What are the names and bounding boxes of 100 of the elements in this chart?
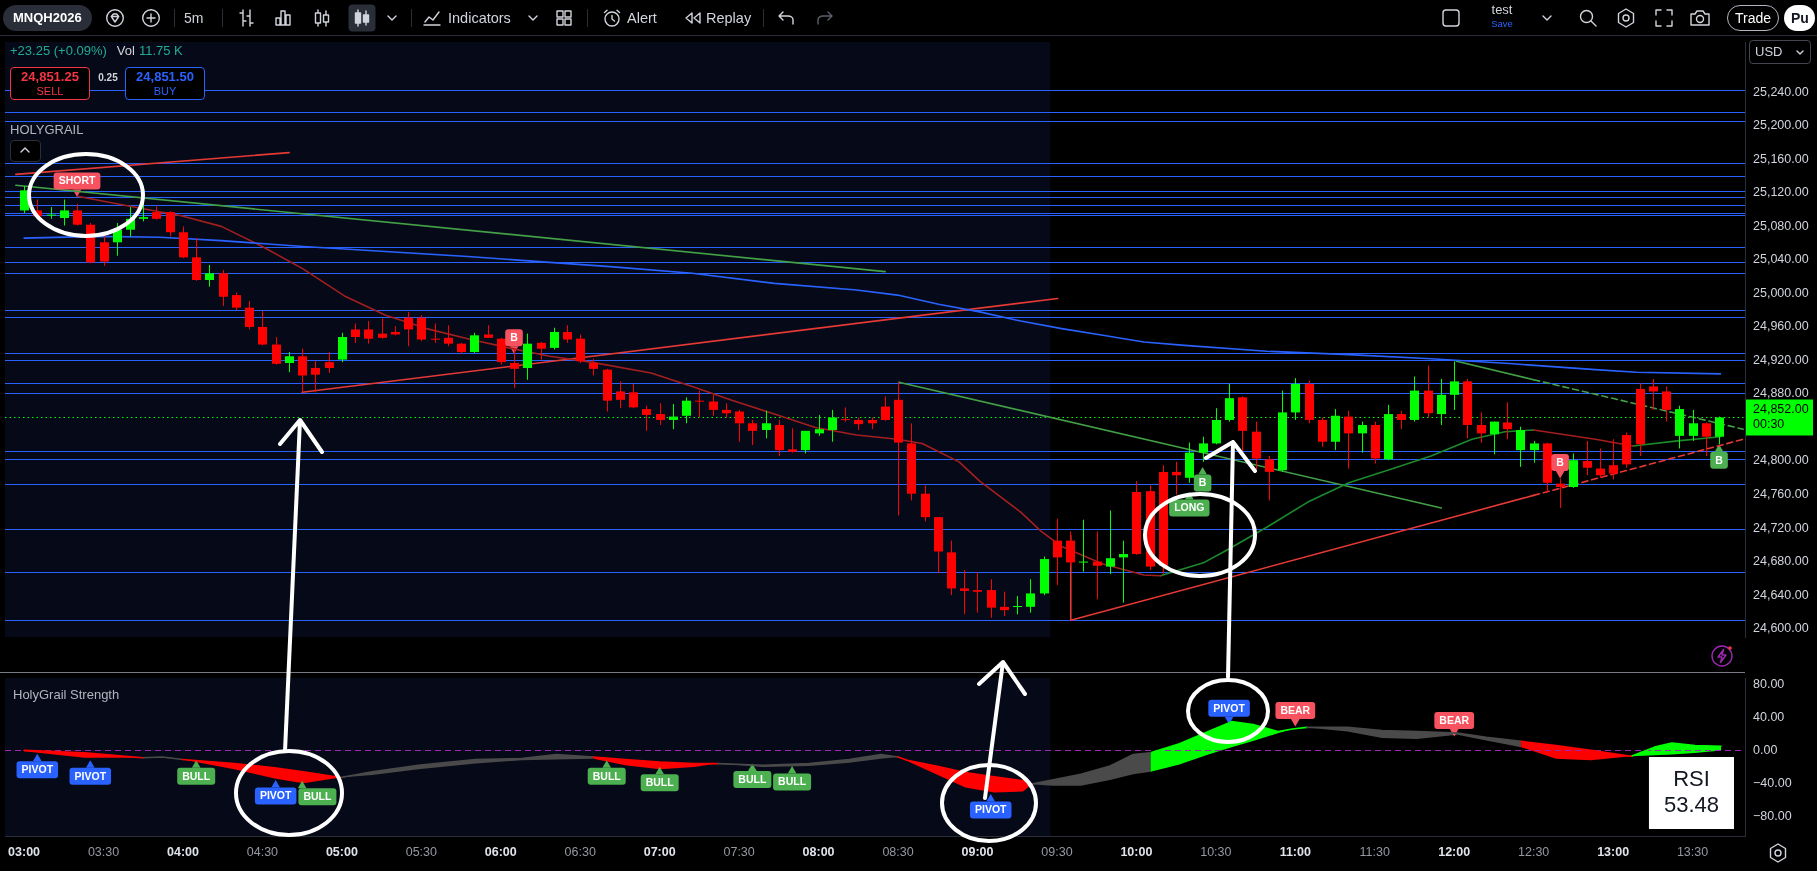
chart-title: MNQH2026	[13, 10, 82, 25]
candlestick	[709, 394, 718, 417]
candlestick	[881, 395, 890, 422]
x-tick-label: 11:30	[1359, 844, 1390, 859]
candlestick	[1450, 360, 1459, 411]
candlestick	[497, 337, 506, 366]
x-tick-label: 06:00	[484, 844, 517, 859]
point	[787, 765, 797, 774]
annotation: SELL	[35, 84, 65, 98]
candlestick	[576, 333, 585, 364]
text: Save	[1490, 18, 1514, 30]
symbol-button: MNQH2026	[3, 5, 92, 31]
x-tick-label: 07:30	[723, 844, 755, 859]
candlestick	[629, 383, 638, 409]
annotation: RSI 53.48	[1663, 766, 1719, 818]
candlestick	[1609, 438, 1618, 480]
x-tick-label: 11:00	[1279, 844, 1311, 859]
candlestick	[338, 332, 347, 363]
candlestick	[1530, 440, 1539, 464]
candlestick	[166, 210, 175, 237]
data-label: BEAR	[1439, 713, 1470, 726]
candlestick	[1477, 411, 1486, 444]
candlestick	[192, 237, 201, 282]
data-label: BULL	[592, 769, 622, 782]
text: HolyGrail Strength	[13, 686, 120, 702]
annotation: HOLYGRAIL	[10, 122, 84, 137]
candlestick	[285, 351, 294, 373]
point	[1714, 444, 1724, 452]
y-tick-label: 24,880.00	[1753, 386, 1809, 401]
candlestick	[205, 264, 214, 288]
candlestick	[378, 318, 387, 340]
y-tick-label: 40.00	[1753, 709, 1785, 724]
candlestick	[1649, 378, 1658, 411]
data-label: SHORT	[58, 174, 96, 187]
candlestick	[73, 203, 82, 227]
point	[297, 780, 307, 789]
candlestick	[1000, 591, 1009, 617]
data-label: B	[510, 331, 519, 344]
x-tick-label: 13:00	[1597, 844, 1630, 859]
data-label: BULL	[778, 775, 807, 788]
candlestick	[987, 578, 996, 619]
candlestick	[364, 320, 373, 345]
x-tick-label: 05:00	[325, 844, 358, 859]
y-tick-label: 24,600.00	[1753, 621, 1809, 636]
candlestick	[470, 332, 479, 354]
x-tick-label: 10:00	[1120, 844, 1153, 859]
annotation: Vol	[116, 43, 135, 59]
candlestick	[1318, 416, 1327, 448]
candlestick	[1172, 461, 1181, 496]
ref-line-label: 24,852.00 00:30	[1753, 402, 1809, 432]
candlestick	[960, 569, 969, 615]
buy-button: 24,851.50 BUY	[125, 67, 205, 100]
candlestick	[1516, 426, 1525, 468]
candlestick	[748, 419, 757, 446]
point	[1290, 719, 1300, 727]
y-tick-label: 25,240.00	[1753, 84, 1809, 99]
data-label: PIVOT	[259, 789, 292, 802]
candlestick	[550, 327, 559, 351]
y-tick-label: −40.00	[1753, 775, 1792, 790]
annotation: 0.25	[97, 72, 119, 84]
candlestick	[351, 323, 360, 344]
annotation: 11.75 K	[138, 43, 183, 59]
candlestick	[1079, 519, 1088, 573]
y-tick-label: 80.00	[1753, 677, 1785, 692]
candlestick	[1013, 595, 1022, 615]
candlestick	[973, 571, 982, 614]
y-tick-label: 25,120.00	[1753, 185, 1809, 200]
data-label: PIVOT	[974, 803, 1008, 816]
point	[271, 779, 280, 788]
annotation: 24,851.25	[20, 69, 80, 84]
candlestick	[1556, 478, 1565, 509]
candlestick	[1265, 455, 1274, 501]
candlestick	[1397, 410, 1406, 430]
y-tick-label: 25,200.00	[1753, 118, 1809, 133]
annotation: 24,851.50	[135, 69, 195, 84]
y-tick-label: −80.00	[1753, 808, 1792, 823]
candlestick	[1106, 509, 1115, 575]
data-label: PIVOT	[1213, 701, 1246, 714]
point	[32, 753, 42, 762]
y-tick-label: 25,160.00	[1753, 151, 1809, 166]
candlestick	[1503, 401, 1512, 440]
data-label: B	[1198, 476, 1207, 489]
candlestick	[47, 206, 56, 220]
x-tick-label: 09:30	[1041, 844, 1073, 859]
x-tick-label: 03:00	[8, 844, 41, 859]
candlestick	[1358, 421, 1367, 454]
data-label: BULL	[645, 776, 675, 789]
data-label: PIVOT	[21, 763, 54, 776]
candlestick	[642, 405, 651, 432]
candlestick	[762, 410, 771, 439]
annotation: BUY	[152, 84, 178, 98]
x-tick-label: 12:30	[1518, 844, 1550, 859]
data-label: PIVOT	[74, 769, 107, 782]
candlestick	[272, 336, 281, 366]
x-tick-label: 08:00	[802, 844, 835, 859]
x-tick-label: 12:00	[1438, 844, 1471, 859]
candlestick	[1199, 436, 1208, 463]
point	[85, 760, 95, 768]
data-label: BULL	[738, 772, 767, 785]
candlestick	[1437, 378, 1446, 426]
